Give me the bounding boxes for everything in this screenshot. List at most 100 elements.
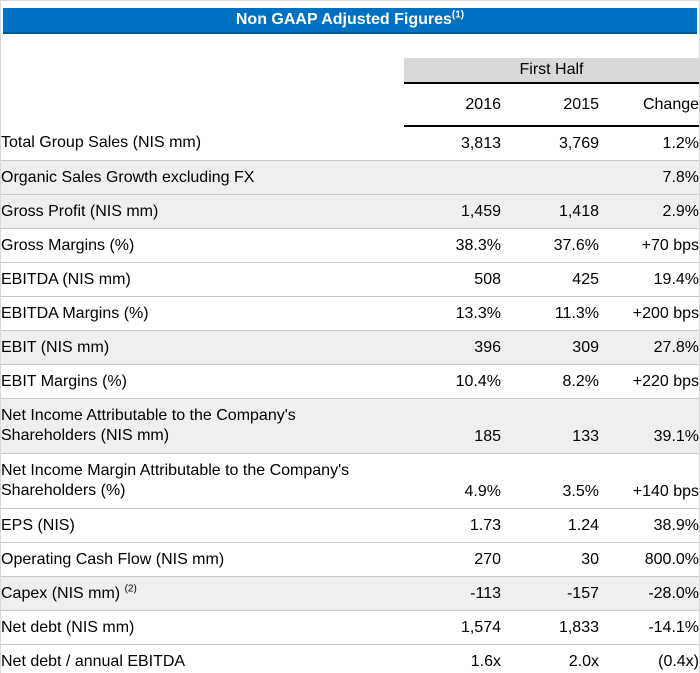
value-change: 38.9% [653, 516, 700, 534]
row-label-cell: Gross Margins (%) [1, 229, 404, 263]
value-2016: 185 [474, 428, 501, 445]
financial-table: First Half 2016 2015 Change Total Group … [1, 58, 699, 673]
value-change: 7.8% [662, 168, 700, 186]
row-label-line2: Shareholders (NIS mm) [1, 427, 170, 444]
row-label: EPS (NIS) [1, 516, 75, 534]
row-label-cell: Total Group Sales (NIS mm) [1, 126, 404, 161]
table-title-bar: Non GAAP Adjusted Figures(1) [3, 8, 697, 34]
value-2015: 1.24 [567, 516, 599, 534]
row-label-cell: EBITDA Margins (%) [1, 297, 404, 331]
column-header-row: 2016 2015 Change [1, 83, 699, 127]
value-change: +70 bps [641, 236, 700, 254]
table-row: EBITDA Margins (%) 13.3% 11.3% +200 bps [1, 297, 699, 331]
row-label: Net debt (NIS mm) [1, 618, 135, 636]
row-label: EBITDA (NIS mm) [1, 270, 131, 288]
table-row: EPS (NIS) 1.73 1.24 38.9% [1, 509, 699, 543]
row-label-cell: Operating Cash Flow (NIS mm) [1, 543, 404, 577]
row-label: Gross Margins (%) [1, 236, 135, 254]
row-label: Net debt / annual EBITDA [1, 652, 186, 670]
row-label: EBITDA Margins (%) [1, 304, 149, 322]
row-label-cell: Gross Profit (NIS mm) [1, 195, 404, 229]
value-2015: 8.2% [562, 372, 599, 390]
row-label-cell: EBIT (NIS mm) [1, 331, 404, 365]
value-2015: 11.3% [554, 304, 599, 322]
group-header-row: First Half [1, 58, 699, 84]
table-row: EBITDA (NIS mm) 508 425 19.4% [1, 263, 699, 297]
row-label: EBIT Margins (%) [1, 372, 127, 390]
value-2016: 10.4% [455, 372, 501, 390]
row-label-cell: EBIT Margins (%) [1, 365, 404, 399]
value-2015 [501, 161, 599, 195]
table-row: Net Income Margin Attributable to the Co… [1, 454, 699, 509]
row-label-cell: Capex (NIS mm) (2) [1, 577, 404, 611]
value-change: 27.8% [653, 338, 700, 356]
value-change: 800.0% [644, 550, 700, 568]
col-header-2016: 2016 [404, 83, 501, 127]
value-change: +200 bps [632, 304, 700, 322]
table-row: Net Income Attributable to the Company's… [1, 398, 700, 454]
table-row: Total Group Sales (NIS mm) 3,813 3,769 1… [1, 126, 699, 161]
value-change: -14.1% [648, 618, 700, 636]
value-2015: 1,833 [558, 618, 599, 636]
value-2015: 309 [572, 338, 599, 356]
first-half-group-header: First Half [404, 58, 699, 84]
row-label: Net Income Attributable to the Company's [1, 407, 296, 424]
row-label-line2: Shareholders (%) [1, 482, 126, 499]
row-label-cell: Net debt (NIS mm) [1, 611, 404, 645]
col-header-change: Change [599, 83, 699, 127]
title-footnote-marker: (1) [451, 9, 465, 21]
value-change: +140 bps [632, 483, 700, 500]
group-header-spacer [1, 58, 404, 83]
value-2016: 508 [474, 270, 501, 288]
column-header-spacer [1, 83, 404, 126]
table-body: Total Group Sales (NIS mm) 3,813 3,769 1… [1, 126, 699, 673]
table-title: Non GAAP Adjusted Figures [235, 11, 452, 28]
value-2015: 133 [572, 428, 599, 445]
row-label-cell: Organic Sales Growth excluding FX [1, 161, 404, 195]
table-row: Organic Sales Growth excluding FX 7.8% [1, 160, 700, 195]
value-2015: 37.6% [553, 236, 599, 254]
row-label: Gross Profit (NIS mm) [1, 202, 159, 220]
value-2015: 1,418 [558, 202, 599, 220]
value-change: 19.4% [653, 270, 700, 288]
value-2016: 1,459 [460, 202, 501, 220]
row-label: Total Group Sales (NIS mm) [1, 134, 202, 151]
table-row: Gross Margins (%) 38.3% 37.6% +70 bps [1, 229, 699, 263]
value-2016: 1,574 [460, 618, 501, 636]
row-label-cell: Net Income Margin Attributable to the Co… [1, 454, 404, 509]
value-2016: 1.6x [470, 652, 501, 670]
value-2016: -113 [470, 584, 501, 602]
table-row: Operating Cash Flow (NIS mm) 270 30 800.… [1, 543, 699, 577]
row-label-cell: EPS (NIS) [1, 509, 404, 543]
value-2016: 38.3% [455, 236, 501, 254]
value-2015: 30 [581, 550, 599, 568]
row-label: EBIT (NIS mm) [1, 338, 110, 356]
table-row: Net debt (NIS mm) 1,574 1,833 -14.1% [1, 611, 699, 645]
col-header-2015: 2015 [501, 83, 599, 127]
table-row: Net debt / annual EBITDA 1.6x 2.0x (0.4x… [1, 645, 699, 673]
value-change: 39.1% [653, 428, 700, 445]
value-change: +220 bps [632, 372, 700, 390]
row-label: Capex (NIS mm) [1, 584, 121, 602]
value-2016: 270 [474, 550, 501, 568]
value-change: 2.9% [662, 202, 700, 220]
value-2016: 3,813 [460, 134, 501, 152]
row-label: Organic Sales Growth excluding FX [1, 168, 255, 186]
table-row: Capex (NIS mm) (2) -113 -157 -28.0% [1, 576, 700, 611]
row-label-cell: Net debt / annual EBITDA [1, 645, 404, 673]
row-label-cell: EBITDA (NIS mm) [1, 263, 404, 297]
value-2015: 3,769 [558, 134, 599, 152]
value-2016 [404, 161, 501, 195]
value-change: (0.4x) [658, 652, 700, 670]
table-row: EBIT (NIS mm) 396 309 27.8% [1, 330, 700, 365]
value-2015: 3.5% [562, 483, 599, 500]
value-2016: 396 [474, 338, 501, 356]
row-footnote-marker: (2) [124, 583, 137, 595]
table-row: EBIT Margins (%) 10.4% 8.2% +220 bps [1, 365, 699, 399]
value-2015: -157 [566, 584, 599, 602]
value-2015: 2.0x [568, 652, 599, 670]
value-change: 1.2% [662, 134, 700, 152]
value-change: -28.0% [648, 584, 700, 602]
row-label-cell: Net Income Attributable to the Company's… [1, 399, 404, 454]
